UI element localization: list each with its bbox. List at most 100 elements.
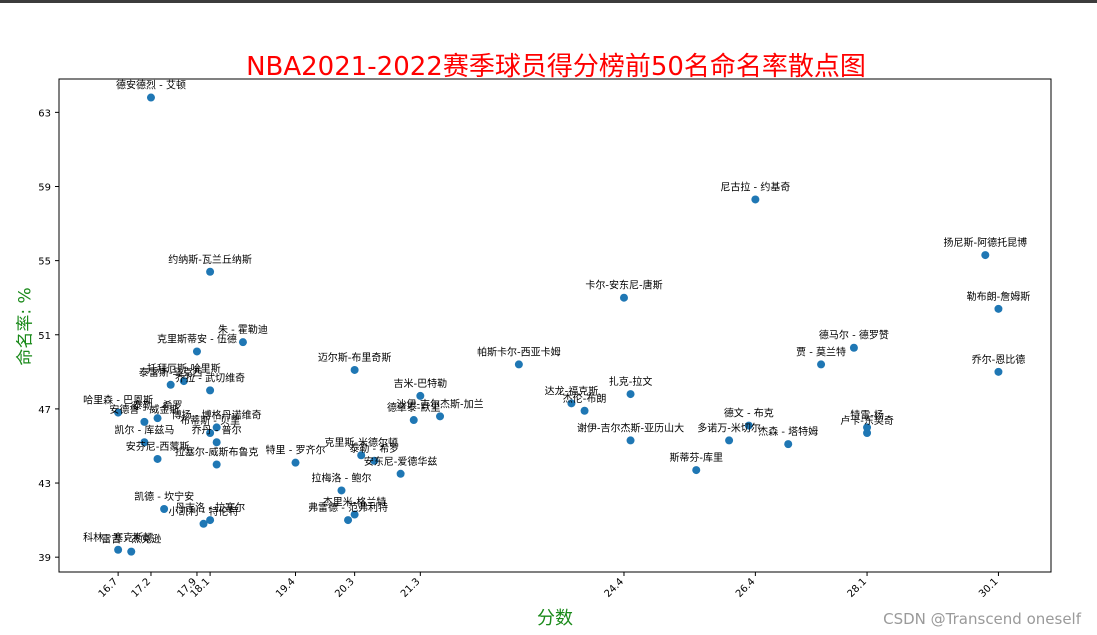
data-point xyxy=(192,347,201,356)
data-point xyxy=(140,417,149,426)
data-point xyxy=(160,504,169,513)
data-point-label: 特雷-杨 xyxy=(850,408,884,421)
data-point xyxy=(206,267,215,276)
data-point-label: 拉梅洛 - 鲍尔 xyxy=(312,471,372,484)
chart-title: NBA2021-2022赛季球员得分榜前50名命名率散点图 xyxy=(246,52,866,82)
data-point-label: 杰里米-格兰特 xyxy=(323,496,387,509)
data-point xyxy=(817,360,826,369)
data-point xyxy=(140,438,149,447)
data-point-label: 安东尼-爱德华兹 xyxy=(364,455,438,468)
window-top-border xyxy=(0,0,1097,3)
data-point-label: 小凯利 - 特伦特 xyxy=(169,505,239,518)
data-point xyxy=(179,377,188,386)
data-point-label: 德文 - 布克 xyxy=(724,407,774,420)
x-tick-label: 21.3 xyxy=(399,576,423,600)
plot-area-frame xyxy=(58,78,1052,573)
data-point-label: 多诺万-米切尔 xyxy=(697,421,761,434)
data-point xyxy=(212,438,221,447)
data-point-label: 泰勒 - 希罗 xyxy=(133,399,183,412)
data-point-label: 勒布朗-詹姆斯 xyxy=(967,290,1031,303)
data-point xyxy=(206,516,215,525)
data-point-label: 博扬 - 博格丹诺维奇 xyxy=(172,408,262,421)
data-point xyxy=(863,423,872,432)
data-point-label: 凯德 - 坎宁安 xyxy=(134,490,194,503)
data-point xyxy=(206,386,215,395)
data-point xyxy=(291,458,300,467)
x-tick-label: 30.1 xyxy=(977,576,1001,600)
data-point-label: 丹吉洛 - 拉塞尔 xyxy=(175,501,245,514)
data-point-label: 杰森 - 塔特姆 xyxy=(758,425,818,438)
data-point-label: 卡尔-安东尼-唐斯 xyxy=(585,279,662,292)
data-point-label: 扬尼斯-阿德托昆博 xyxy=(943,236,1027,249)
data-point-label: 迈尔斯-布里奇斯 xyxy=(318,351,392,364)
data-point xyxy=(238,338,247,347)
x-tick-label: 26.4 xyxy=(734,576,758,600)
data-point-label: 斯蒂芬-库里 xyxy=(669,451,723,464)
data-point-label: 吉米-巴特勒 xyxy=(394,377,448,390)
data-point-label: 达龙-福克斯 xyxy=(545,384,599,397)
data-point-label: 谢伊-吉尔杰斯-亚历山大 xyxy=(577,421,684,434)
data-point xyxy=(199,519,208,528)
data-point-label: 尼古拉 - 约基奇 xyxy=(720,180,790,193)
data-point xyxy=(619,293,628,302)
data-point xyxy=(114,545,123,554)
data-point-label: 托拜厄斯-哈里斯 xyxy=(147,362,221,375)
data-point-label: 安德鲁 - 威金斯 xyxy=(109,403,179,416)
data-point-label: 卢卡-东契奇 xyxy=(840,414,894,427)
data-point xyxy=(153,454,162,463)
data-point xyxy=(127,547,136,556)
data-point-label: 杰伦-布朗 xyxy=(563,392,607,405)
x-tick-label: 24.4 xyxy=(603,576,627,600)
data-point xyxy=(863,428,872,437)
data-point xyxy=(725,436,734,445)
x-tick-label: 19.4 xyxy=(274,576,298,600)
data-point xyxy=(416,391,425,400)
data-point-label: 乔丹 - 普尔 xyxy=(192,423,242,436)
data-point xyxy=(436,412,445,421)
data-point-label: 帕斯卡尔-西亚卡姆 xyxy=(477,345,561,358)
data-point xyxy=(744,421,753,430)
watermark: CSDN @Transcend oneself xyxy=(883,610,1081,628)
data-point-label: 朱 - 霍勒迪 xyxy=(218,323,268,336)
data-point xyxy=(212,460,221,469)
data-point xyxy=(751,195,760,204)
data-point-label: 约纳斯-瓦兰丘纳斯 xyxy=(168,253,252,266)
y-tick-label: 55 xyxy=(38,257,51,268)
data-point xyxy=(166,380,175,389)
data-point xyxy=(212,423,221,432)
data-point xyxy=(350,510,359,519)
data-point-label: 沙伊-吉尔杰斯-加兰 xyxy=(396,397,483,410)
data-point xyxy=(580,406,589,415)
data-point xyxy=(344,516,353,525)
data-point xyxy=(626,390,635,399)
data-point-label: 拉塞尔-威斯布鲁克 xyxy=(175,446,259,459)
data-point-label: 哈里森 - 巴恩斯 xyxy=(83,394,153,407)
y-axis-label: 命名率: % xyxy=(15,287,36,366)
data-point xyxy=(981,251,990,260)
data-point-label: 凯尔 - 库兹马 xyxy=(114,423,174,436)
data-point xyxy=(692,466,701,475)
data-point-label: 弗雷德 - 范弗利特 xyxy=(308,501,388,514)
data-point-label: 乔尔-恩比德 xyxy=(972,353,1026,366)
x-tick-label: 20.3 xyxy=(333,576,357,600)
data-point xyxy=(370,456,379,465)
data-point xyxy=(994,367,1003,376)
data-point xyxy=(849,343,858,352)
data-point xyxy=(994,304,1003,313)
data-point-label: 安芬尼-西蒙斯 xyxy=(126,440,190,453)
x-tick-label: 17.2 xyxy=(130,576,154,600)
data-point-label: 德安德烈 - 艾顿 xyxy=(116,79,186,92)
x-axis-label: 分数 xyxy=(537,608,573,629)
data-point xyxy=(567,399,576,408)
data-point xyxy=(409,416,418,425)
data-point-label: 德章泰-默里 xyxy=(387,401,441,414)
data-point-label: 乔拉 - 武切维奇 xyxy=(175,371,245,384)
y-tick-label: 47 xyxy=(38,405,51,416)
data-point xyxy=(357,451,366,460)
data-point xyxy=(784,440,793,449)
y-tick-label: 51 xyxy=(38,331,51,342)
y-axis: 39 43 47 51 55 59 63 xyxy=(38,108,59,564)
x-axis: 16.7 17.2 17.918.1 19.4 20.3 21.3 24.4 26.4 28.1… xyxy=(97,572,1001,600)
